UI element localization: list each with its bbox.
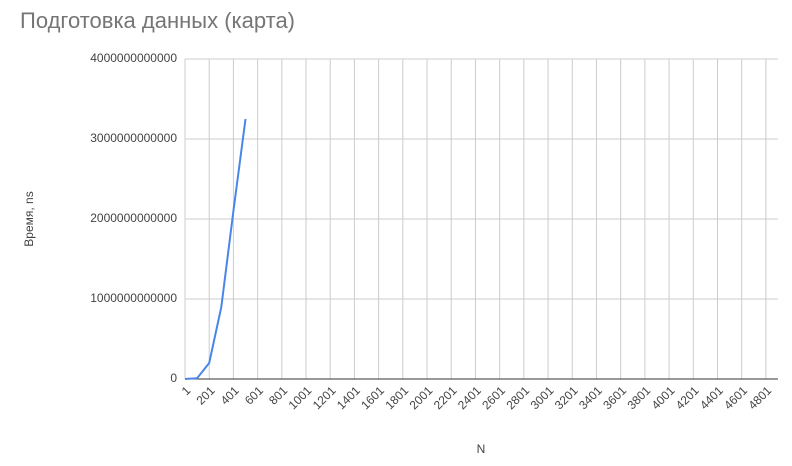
- x-tick-label: 1: [179, 383, 194, 398]
- x-tick-label: 2601: [479, 383, 508, 412]
- x-tick-label: 4401: [697, 383, 726, 412]
- x-tick-label: 3801: [624, 383, 653, 412]
- chart-title: Подготовка данных (карта): [20, 8, 295, 33]
- x-tick-label: 3401: [576, 383, 605, 412]
- x-tick-label: 2001: [407, 383, 436, 412]
- y-tick-label: 2000000000000: [90, 211, 177, 225]
- y-axis-label: Время, ns: [22, 191, 36, 246]
- x-tick-label: 3201: [552, 383, 581, 412]
- y-tick-label: 0: [170, 371, 177, 385]
- x-tick-label: 2201: [431, 383, 460, 412]
- x-axis-label: N: [477, 442, 486, 456]
- x-tick-label: 4801: [745, 383, 774, 412]
- x-tick-label: 4001: [649, 383, 678, 412]
- x-tick-label: 4201: [673, 383, 702, 412]
- x-tick-label: 4601: [721, 383, 750, 412]
- x-tick-label: 1401: [334, 383, 363, 412]
- line: [184, 118, 247, 380]
- x-tick-label: 1001: [286, 383, 315, 412]
- x-tick-label: 1601: [358, 383, 387, 412]
- x-tick-label: 401: [218, 383, 242, 407]
- x-tick-label: 1801: [382, 383, 411, 412]
- x-tick-label: 3601: [600, 383, 629, 412]
- x-tick-label: 2801: [503, 383, 532, 412]
- x-tick-label: 601: [242, 383, 266, 407]
- y-tick-label: 3000000000000: [90, 131, 177, 145]
- x-tick-label: 3001: [528, 383, 557, 412]
- y-tick-label: 4000000000000: [90, 51, 177, 65]
- y-tick-label: 1000000000000: [90, 291, 177, 305]
- x-tick-label: 201: [194, 383, 218, 407]
- x-tick-label: 2401: [455, 383, 484, 412]
- x-tick-label: 1201: [310, 383, 339, 412]
